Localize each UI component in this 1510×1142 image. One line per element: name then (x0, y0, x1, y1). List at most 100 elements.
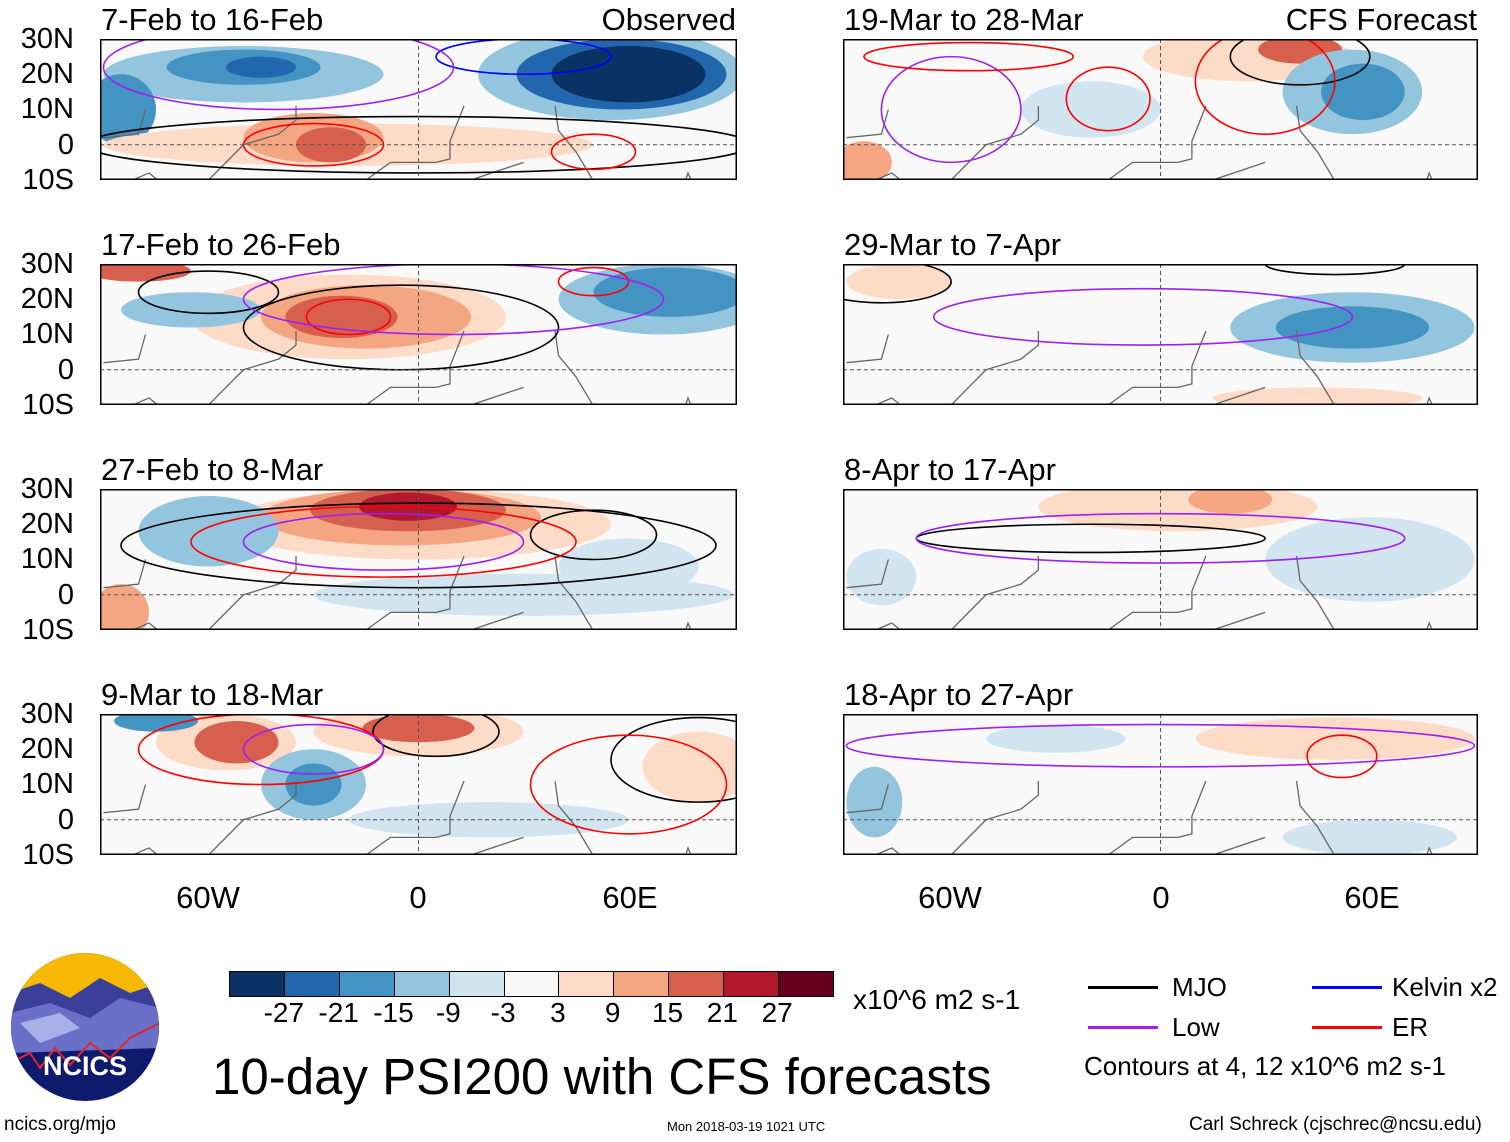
coastline (1126, 162, 1283, 180)
lat-tick-label: 10S (22, 613, 74, 646)
psi-anomaly-shading (100, 264, 191, 282)
filtered-contour (611, 718, 737, 803)
colorbar-swatch (559, 972, 615, 996)
contour-note: Contours at 4, 12 x10^6 m2 s-1 (1084, 1051, 1446, 1081)
colorbar-tick-label: -27 (263, 997, 305, 1028)
coastline (384, 387, 542, 405)
filtered-contour (104, 39, 454, 109)
lat-tick-label: 10S (22, 163, 74, 196)
map-panel (100, 264, 737, 405)
coastline (531, 106, 598, 180)
coastline (1101, 556, 1206, 630)
colorbar-swatch (394, 972, 450, 996)
colorbar-swatch (449, 972, 505, 996)
filtered-contour (436, 39, 611, 74)
lat-tick-label: 10S (22, 388, 74, 421)
psi-anomaly-shading (1275, 306, 1430, 349)
coastline (1272, 331, 1338, 405)
filtered-contour (864, 43, 1073, 71)
lon-tick-label: 0 (1152, 880, 1170, 915)
lat-tick-label: 0 (57, 578, 74, 611)
coastline (1272, 781, 1338, 855)
lon-tick-label: 0 (409, 880, 427, 915)
panel-title: 8-Apr to 17-Apr (844, 452, 1056, 487)
lat-tick-label: 30N (20, 473, 74, 505)
coastline (104, 781, 297, 855)
psi-anomaly-shading (1320, 63, 1405, 121)
filtered-contour (373, 714, 499, 756)
coastline (846, 556, 1038, 630)
main-title: 10-day PSI200 with CFS forecasts (212, 1048, 992, 1105)
lat-tick-label: 0 (57, 803, 74, 836)
coastline (531, 556, 598, 630)
lat-tick-label: 30N (20, 698, 74, 730)
panel-title: 9-Mar to 18-Mar (101, 677, 324, 712)
psi-anomaly-shading (846, 548, 917, 606)
colorbar-tick-label: 9 (604, 997, 621, 1028)
panel-title: 29-Mar to 7-Apr (844, 227, 1062, 262)
coastline (359, 106, 464, 180)
panel-title: 7-Feb to 16-Feb (101, 2, 324, 37)
colorbar-tick-label: 3 (550, 997, 566, 1028)
lat-tick-label: 30N (20, 23, 74, 55)
coastline (384, 162, 542, 180)
panel-tag: CFS Forecast (1285, 2, 1477, 37)
psi-anomaly-shading (285, 763, 342, 806)
panel-title: 27-Feb to 8-Mar (101, 452, 324, 487)
colorbar-tick-label: 15 (651, 997, 684, 1028)
coastline (846, 781, 1038, 855)
colorbar-tick-label: -15 (373, 997, 414, 1028)
lat-tick-label: 30N (20, 248, 74, 280)
lat-tick-label: 20N (20, 283, 74, 316)
coastline (531, 781, 598, 855)
lat-tick-label: 20N (20, 58, 74, 91)
lon-tick-label: 60W (176, 880, 240, 915)
filtered-contour (307, 299, 391, 334)
psi-anomaly-shading (986, 724, 1126, 753)
legend-mjo-line (1088, 986, 1158, 989)
filtered-contour (139, 271, 279, 313)
colorbar-swatch (504, 972, 560, 996)
panel-title: 17-Feb to 26-Feb (101, 227, 341, 262)
coastline (104, 110, 146, 138)
lat-tick-label: 20N (20, 733, 74, 766)
coastline (846, 110, 888, 138)
legend-kelvin-line (1312, 986, 1382, 989)
coastline (104, 785, 146, 813)
psi-anomaly-shading (121, 292, 261, 328)
colorbar-swatch (724, 972, 780, 996)
psi-anomaly-shading (194, 721, 279, 764)
coastline (846, 560, 888, 588)
filtered-contour (934, 289, 1353, 345)
footer-timestamp: Mon 2018-03-19 1021 UTC (667, 1119, 826, 1134)
psi-anomaly-shading (1020, 81, 1161, 138)
psi-anomaly-shading (1212, 387, 1423, 405)
filtered-contour (1195, 39, 1335, 134)
legend-low-line (1088, 1026, 1158, 1029)
colorbar-swatch (614, 972, 670, 996)
colorbar-units: x10^6 m2 s-1 (853, 984, 1021, 1015)
coastline (1126, 837, 1283, 855)
psi-anomaly-shading (551, 46, 706, 103)
psi-anomaly-shading (1282, 819, 1458, 855)
lat-tick-label: 0 (57, 128, 74, 161)
psi-anomaly-shading (846, 264, 952, 300)
coastline (531, 331, 598, 405)
colorbar-tick-label: -21 (318, 997, 359, 1028)
coastline (104, 331, 297, 405)
colorbar-swatch (284, 972, 340, 996)
colorbar-swatch (230, 972, 285, 996)
coastline (1272, 106, 1338, 180)
colorbar-tick-label: 21 (706, 997, 738, 1028)
lat-tick-label: 10N (20, 318, 74, 351)
psi-anomaly-shading (1195, 717, 1475, 760)
coastline (1126, 387, 1283, 405)
panel-title: 19-Mar to 28-Mar (844, 2, 1084, 37)
logo-text: NCICS (43, 1051, 127, 1081)
coastline (359, 556, 464, 630)
panel-tag: Observed (601, 2, 736, 37)
colorbar-swatch (779, 972, 833, 996)
psi-anomaly-shading (558, 538, 699, 595)
lat-tick-label: 20N (20, 508, 74, 541)
